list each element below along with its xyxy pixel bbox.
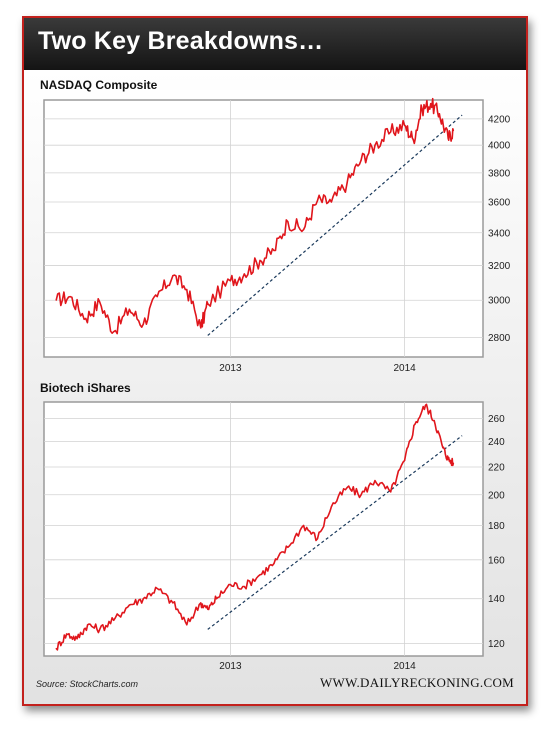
y-tick-label: 3400 bbox=[488, 228, 511, 239]
x-tick-label: 2013 bbox=[219, 661, 242, 672]
data-point bbox=[113, 331, 115, 333]
y-tick-label: 2800 bbox=[488, 333, 511, 344]
data-point bbox=[438, 113, 441, 115]
data-point bbox=[259, 259, 261, 262]
data-point bbox=[156, 587, 158, 590]
page-title: Two Key Breakdowns… bbox=[38, 27, 324, 55]
source-note: Source: StockCharts.com bbox=[36, 679, 139, 689]
data-point bbox=[404, 124, 406, 126]
data-point bbox=[229, 280, 232, 282]
data-point bbox=[447, 458, 449, 460]
data-point bbox=[142, 598, 144, 600]
data-point bbox=[156, 296, 158, 298]
y-tick-label: 140 bbox=[488, 594, 505, 605]
data-point bbox=[302, 524, 305, 527]
data-point bbox=[128, 604, 130, 606]
data-point bbox=[55, 647, 57, 650]
data-point bbox=[442, 447, 444, 449]
chart-title: Biotech iShares bbox=[40, 381, 131, 395]
data-point bbox=[273, 562, 275, 565]
y-tick-label: 3000 bbox=[488, 296, 511, 307]
data-point bbox=[316, 538, 319, 540]
data-point bbox=[330, 506, 333, 508]
data-point bbox=[99, 301, 101, 303]
y-tick-label: 3200 bbox=[488, 261, 511, 272]
y-tick-label: 4000 bbox=[488, 141, 511, 152]
y-tick-label: 260 bbox=[488, 414, 505, 425]
website-credit: WWW.DAILYRECKONING.COM bbox=[319, 675, 514, 690]
y-tick-label: 220 bbox=[488, 463, 505, 474]
data-point bbox=[374, 479, 376, 482]
data-point bbox=[85, 317, 87, 320]
data-point bbox=[421, 108, 423, 110]
y-tick-label: 200 bbox=[488, 490, 505, 501]
y-tick-label: 240 bbox=[488, 437, 505, 448]
x-tick-label: 2014 bbox=[393, 661, 416, 672]
data-point bbox=[69, 296, 71, 298]
data-point bbox=[360, 494, 362, 496]
data-point bbox=[360, 159, 362, 161]
trendline bbox=[207, 114, 463, 336]
x-tick-label: 2013 bbox=[219, 363, 242, 374]
y-tick-label: 160 bbox=[488, 555, 505, 566]
x-tick-label: 2014 bbox=[393, 363, 416, 374]
data-point bbox=[447, 137, 449, 140]
data-point bbox=[128, 308, 130, 310]
data-point bbox=[259, 574, 261, 576]
charts-canvas: NASDAQ Composite 2800 3000 3200 3400 3600 3800… bbox=[40, 78, 511, 672]
y-tick-label: 180 bbox=[488, 521, 505, 532]
data-point bbox=[172, 275, 174, 277]
data-point bbox=[76, 638, 78, 640]
y-tick-label: 4200 bbox=[488, 114, 511, 125]
data-point bbox=[346, 182, 348, 184]
data-point bbox=[207, 303, 209, 305]
y-tick-label: 3800 bbox=[488, 168, 511, 179]
data-point bbox=[86, 624, 89, 626]
plot-area bbox=[43, 99, 484, 358]
plot-area bbox=[43, 401, 484, 657]
data-point bbox=[113, 619, 115, 621]
data-point bbox=[330, 201, 333, 203]
data-point bbox=[243, 273, 245, 275]
trendline bbox=[207, 435, 463, 630]
data-point bbox=[287, 221, 289, 223]
data-point bbox=[374, 144, 376, 146]
data-point bbox=[452, 129, 454, 132]
data-point bbox=[200, 327, 202, 329]
data-point bbox=[433, 419, 435, 422]
chart-title: NASDAQ Composite bbox=[40, 78, 158, 92]
data-point bbox=[287, 546, 289, 548]
data-point bbox=[424, 404, 427, 406]
data-point bbox=[404, 459, 406, 462]
data-point bbox=[66, 633, 68, 635]
data-point bbox=[229, 583, 232, 586]
data-point bbox=[412, 139, 414, 141]
data-point bbox=[302, 229, 305, 231]
y-tick-label: 120 bbox=[488, 639, 505, 650]
data-point bbox=[99, 628, 101, 630]
data-point bbox=[316, 199, 319, 202]
y-tick-label: 3600 bbox=[488, 197, 511, 208]
data-point bbox=[243, 585, 245, 588]
data-point bbox=[390, 131, 392, 133]
data-point bbox=[186, 288, 188, 291]
data-point bbox=[452, 462, 454, 464]
title-banner: Two Key Breakdowns… bbox=[24, 18, 526, 70]
chart-card: Two Key Breakdowns… NASDAQ Composite 2800… bbox=[22, 16, 528, 706]
data-point bbox=[273, 249, 275, 252]
data-point bbox=[172, 602, 174, 604]
data-point bbox=[346, 486, 348, 489]
data-point bbox=[200, 602, 202, 604]
data-point bbox=[414, 423, 416, 425]
data-point bbox=[186, 624, 188, 626]
data-point bbox=[55, 299, 57, 301]
data-point bbox=[215, 598, 218, 600]
data-point bbox=[142, 323, 144, 325]
data-point bbox=[430, 103, 432, 105]
data-point bbox=[390, 491, 392, 493]
data-point bbox=[207, 608, 209, 610]
